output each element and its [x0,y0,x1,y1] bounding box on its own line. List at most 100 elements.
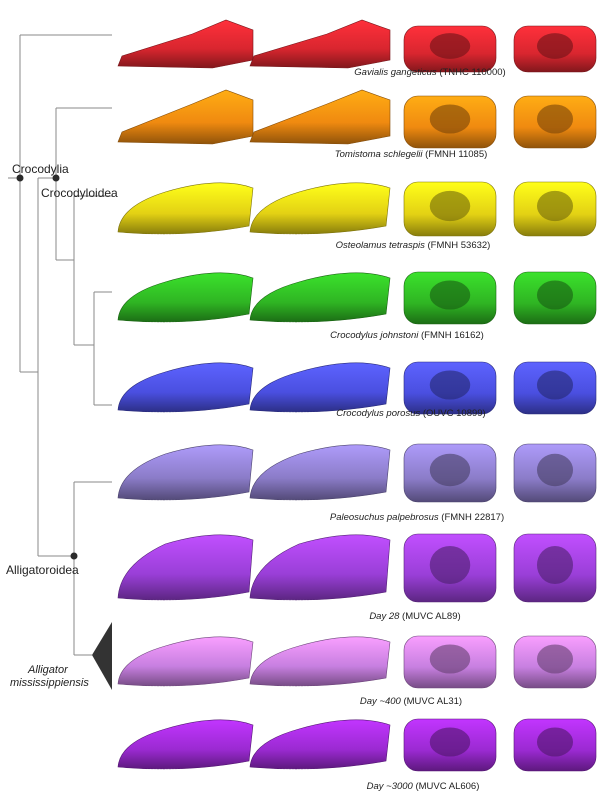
foramen [429,644,471,674]
teeth [125,143,197,151]
skull-lateral-view [117,182,254,235]
specimen-number: (MUVC AL89) [399,611,461,622]
teeth [257,599,329,607]
specimen-row [117,533,597,607]
foramen [429,104,471,134]
skull-lateral-view [249,19,391,69]
specimen-label: Crocodylus porosus (OUVC 10899) [316,408,506,419]
specimen-number: (FMNH 16162) [418,330,484,341]
skull-lateral-view [117,362,254,413]
foramen [429,545,471,585]
clade-crocodylia: Crocodylia [12,162,69,176]
specimen-number: (OUVC 10899) [420,408,486,419]
specimen-row [117,181,597,241]
specimen-label: Paleosuchus palpebrosus (FMNH 22817) [322,512,512,523]
specimen-number: (FMNH 53632) [424,240,491,251]
taxon-name: Day 28 [369,611,400,622]
skull-lateral-view [117,272,254,323]
teeth [257,321,329,329]
specimen-label: Day ~400 (MUVC AL31) [316,696,506,707]
clade-alligator-species: mississippiensis [10,677,89,689]
teeth [125,67,197,75]
specimen-row [117,443,597,507]
clade-alligator-genus: Alligator [28,664,68,676]
foramen [536,280,574,310]
foramen [536,644,574,674]
skull-lateral-view [249,719,391,770]
specimen-label: Day 28 (MUVC AL89) [320,611,510,622]
specimen-label: Osteolamus tetraspis (FMNH 53632) [318,240,508,251]
specimen-row [117,271,597,329]
teeth [125,411,197,419]
teeth [125,233,197,241]
taxon-name: Day ~3000 [366,781,413,792]
teeth [125,321,197,329]
specimen-label: Gavialis gangeticus (TNHC 110000) [335,67,525,78]
specimen-row [117,89,597,151]
specimen-number: (FMNH 11085) [422,149,488,160]
foramen [536,727,574,757]
specimen-row [117,361,597,419]
skull-lateral-view [117,636,254,687]
skull-lateral-view [249,444,391,501]
skull-lateral-view [249,89,391,145]
teeth [125,768,197,776]
crocodyloidea-node [52,174,60,182]
taxon-name: Crocodylus porosus [336,408,421,419]
skull-lateral-view [249,182,391,235]
specimen-number: (FMNH 22817) [438,512,505,523]
alligatoroidea-node [70,552,78,560]
specimen-number: (MUVC AL31) [400,696,463,707]
skull-lateral-view [249,272,391,323]
foramen [429,453,471,487]
phylogenetic-tree [8,34,112,690]
foramen [536,453,574,487]
specimen-number: (MUVC AL606) [412,781,480,792]
crocodylia-node [16,174,24,182]
skull-lateral-view [117,534,254,601]
teeth [257,499,329,507]
teeth [125,685,197,693]
specimen-row [117,718,597,776]
teeth [257,143,329,151]
skull-renderings [117,19,597,776]
foramen [536,104,574,134]
skull-lateral-view [249,362,391,413]
alligator-wedge [92,622,112,690]
foramen [536,545,574,585]
taxon-name: Gavialis gangeticus [354,67,437,78]
teeth [125,599,197,607]
teeth [125,499,197,507]
specimen-row [117,19,597,75]
taxon-name: Tomistoma schlegelii [334,149,423,160]
clade-crocodyloidea: Crocodyloidea [41,186,118,200]
foramen [429,190,471,222]
foramen [429,370,471,400]
skull-lateral-view [249,636,391,687]
teeth [257,685,329,693]
skull-lateral-view [117,719,254,770]
taxon-name: Paleosuchus palpebrosus [329,512,439,523]
taxon-name: Day ~400 [359,696,401,707]
specimen-label: Crocodylus johnstoni (FMNH 16162) [312,330,502,341]
taxon-name: Crocodylus johnstoni [330,330,419,341]
teeth [257,233,329,241]
foramen [536,370,574,400]
taxon-name: Osteolamus tetraspis [335,240,425,251]
foramen [536,190,574,222]
skull-lateral-view [117,444,254,501]
specimen-label: Tomistoma schlegelii (FMNH 11085) [316,149,506,160]
skull-lateral-view [249,534,391,601]
clade-alligatoroidea: Alligatoroidea [6,563,79,577]
skull-lateral-view [117,89,254,145]
teeth [257,67,329,75]
teeth [257,411,329,419]
skull-lateral-view [117,19,254,69]
teeth [257,768,329,776]
specimen-label: Day ~3000 (MUVC AL606) [328,781,518,792]
foramen [429,727,471,757]
foramen [429,33,471,59]
specimen-number: (TNHC 110000) [436,67,506,78]
foramen [536,33,574,59]
